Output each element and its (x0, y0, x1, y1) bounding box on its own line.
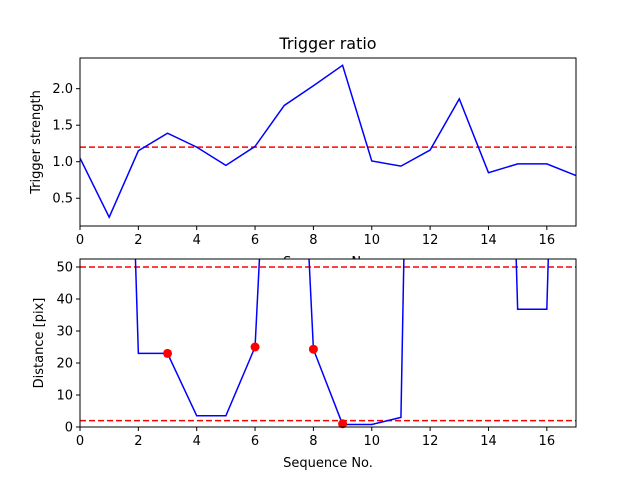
trigger-ratio-plot: 0 2 4 6 8 10 12 14 16 0.5 1.0 1.5 2.0 (52, 57, 577, 248)
chart-title: Trigger ratio (278, 34, 376, 53)
axes-frame (79, 57, 577, 227)
x-tick-label: 4 (193, 434, 201, 449)
lower-plot-background (80, 259, 576, 427)
x-tick-label: 14 (480, 233, 497, 248)
x-tick-label: 6 (251, 434, 259, 449)
y-tick-label: 0.5 (52, 192, 73, 207)
y-tick-label: 30 (56, 325, 73, 340)
y-tick-label: 50 (56, 261, 73, 276)
y-tick-label: 0 (65, 421, 73, 436)
x-tick-label: 8 (309, 233, 317, 248)
y-tick-label: 40 (56, 293, 73, 308)
x-tick-label: 10 (363, 434, 380, 449)
y-axis-label-top: Trigger strength (29, 90, 44, 195)
x-tick-label: 12 (422, 233, 439, 248)
distance-plot: 0 2 4 6 8 10 12 14 16 0 10 20 30 40 50 (56, 258, 577, 449)
axes-frame (79, 258, 577, 428)
x-tick-label: 6 (251, 233, 259, 248)
y-tick-label: 1.0 (52, 155, 73, 170)
y-tick-label: 20 (56, 357, 73, 372)
x-axis-label-bottom: Sequence No. (283, 456, 373, 471)
x-tick-label: 16 (539, 233, 556, 248)
x-tick-label: 4 (193, 233, 201, 248)
x-tick-label: 2 (134, 434, 142, 449)
x-tick-label: 2 (134, 233, 142, 248)
data-point-marker (308, 344, 318, 354)
x-tick-label: 8 (309, 434, 317, 449)
y-tick-label: 1.5 (52, 119, 73, 134)
y-tick-label: 2.0 (52, 82, 73, 97)
x-tick-label: 14 (480, 434, 497, 449)
x-tick-label: 12 (422, 434, 439, 449)
y-axis-label-bottom: Distance [pix] (32, 298, 47, 389)
series-line (80, 64, 576, 220)
plot-area (80, 64, 576, 220)
x-tick-label: 10 (363, 233, 380, 248)
data-point-marker (250, 342, 260, 352)
x-tick-label: 0 (76, 233, 84, 248)
x-tick-label: 0 (76, 434, 84, 449)
data-point-marker (163, 348, 173, 358)
data-point-marker (338, 419, 348, 429)
x-tick-label: 16 (539, 434, 556, 449)
y-tick-label: 10 (56, 389, 73, 404)
